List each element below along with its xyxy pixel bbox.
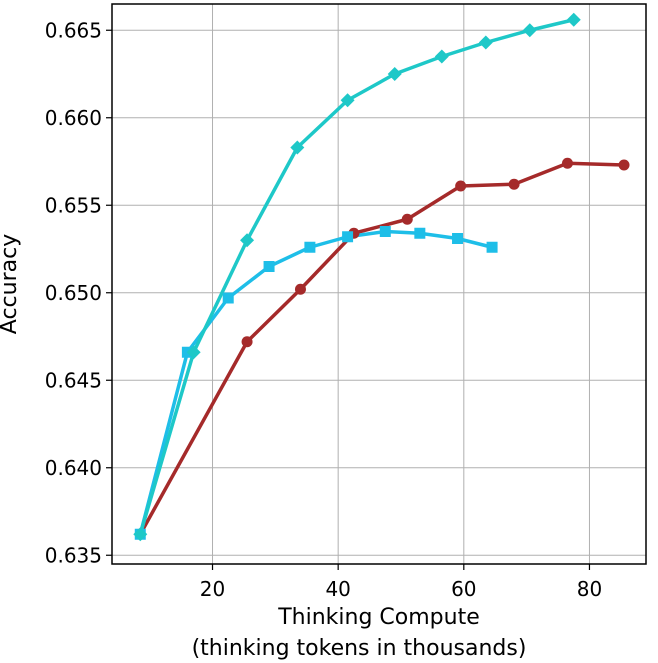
data-point-square: [486, 241, 498, 253]
x-tick-label: 20: [200, 577, 225, 601]
data-point-circle: [508, 178, 520, 190]
x-axis-label-line2: (thinking tokens in thousands): [192, 636, 527, 661]
data-point-diamond: [387, 67, 402, 81]
data-point-square: [263, 261, 275, 272]
data-point-square: [222, 292, 234, 304]
data-point-square: [379, 226, 391, 237]
series-markers: [133, 12, 630, 542]
data-point-diamond: [290, 140, 305, 155]
plot-frame: [111, 3, 647, 565]
data-point-diamond: [522, 23, 537, 38]
data-point-diamond: [133, 527, 148, 542]
data-point-square: [304, 241, 316, 253]
data-point-circle: [618, 159, 630, 171]
data-point-diamond: [240, 233, 255, 248]
y-tick-label: 0.665: [45, 18, 102, 42]
axis-ticks: 20 40 60 80 0.635 0.640 0.645 0.650 0.655 0.660 0.…: [45, 18, 602, 601]
x-tick-label: 40: [325, 577, 350, 601]
y-tick-label: 0.635: [45, 543, 102, 567]
x-tick-label: 60: [451, 577, 476, 601]
data-point-diamond: [478, 35, 493, 50]
data-point-circle: [241, 336, 253, 348]
data-point-circle: [455, 180, 467, 192]
grid: [112, 4, 646, 564]
y-tick-label: 0.655: [45, 193, 102, 217]
x-axis-label-line1: Thinking Compute: [277, 605, 480, 630]
y-tick-label: 0.640: [45, 456, 102, 480]
y-tick-label: 0.645: [45, 368, 102, 392]
series-line-square: [138, 229, 494, 536]
y-axis-label: Accuracy: [0, 234, 22, 334]
data-point-circle: [294, 283, 306, 295]
data-point-diamond: [566, 12, 581, 27]
data-point-circle: [561, 157, 573, 169]
data-point-square: [342, 231, 354, 243]
y-tick-label: 0.660: [45, 106, 102, 130]
series-line-diamond: [138, 18, 576, 536]
data-point-diamond: [434, 49, 449, 64]
x-tick-label: 80: [577, 577, 602, 601]
data-point-diamond: [186, 345, 201, 360]
data-point-square: [452, 233, 464, 244]
y-tick-label: 0.650: [45, 281, 102, 305]
data-point-diamond: [340, 93, 355, 108]
data-point-square: [414, 227, 426, 239]
data-point-circle: [401, 213, 413, 225]
